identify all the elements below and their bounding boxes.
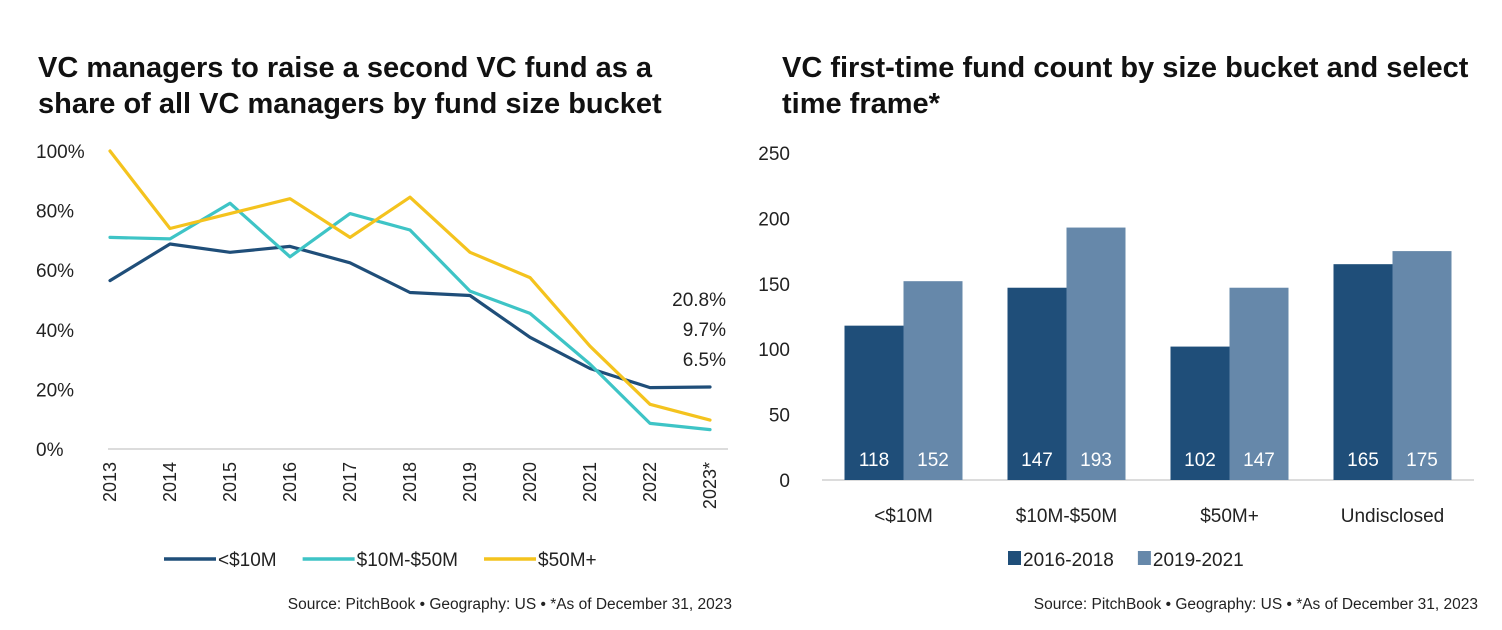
x-category-label: $50M+: [1200, 506, 1259, 527]
bar-10m-50m-2016-2018: [1007, 287, 1067, 480]
y-tick-label: 50: [769, 406, 790, 427]
y-tick-label: 60%: [36, 261, 74, 282]
y-tick-label: 0%: [36, 440, 64, 461]
bar-chart-panel: VC first-time fund count by size bucket …: [750, 0, 1502, 630]
x-tick-label: 2022: [640, 462, 660, 502]
bar-value-label: 165: [1347, 450, 1379, 471]
x-tick-label: 2023*: [700, 462, 720, 509]
bar-chart: 0 50 100 150 200 250 118 152 <$10M 147 193 $10M-$50…: [758, 144, 1474, 571]
legend-label: 2016-2018: [1023, 550, 1114, 571]
y-tick-label: 80%: [36, 202, 74, 223]
series-line-10m-50m: [108, 201, 712, 432]
value-annotation: 6.5%: [683, 350, 726, 371]
bar-10m-2019-2021: [903, 281, 963, 480]
x-tick-label: 2018: [400, 462, 420, 502]
x-category-label: <$10M: [874, 506, 933, 527]
bar-undisclosed-2016-2018: [1333, 264, 1393, 480]
bar-50m-2019-2021: [1229, 287, 1289, 480]
series-line-10m: [108, 242, 712, 390]
bar-chart-source: Source: PitchBook • Geography: US • *As …: [1033, 596, 1478, 613]
bar-value-label: 175: [1406, 450, 1438, 471]
y-tick-label: 150: [758, 275, 790, 296]
bar-value-label: 193: [1080, 450, 1112, 471]
bar-chart-title: VC first-time fund count by size bucket …: [782, 52, 1469, 120]
bar-10m-2016-2018: [844, 325, 904, 480]
legend-swatch-2019-2021: [1137, 551, 1151, 565]
bar-10m-50m-2019-2021: [1066, 227, 1126, 480]
bar-value-label: 152: [917, 450, 949, 471]
legend-label: 2019-2021: [1153, 550, 1244, 571]
bar-value-label: 147: [1021, 450, 1053, 471]
x-tick-label: 2013: [100, 462, 120, 502]
value-annotation: 20.8%: [672, 290, 726, 311]
bar-value-label: 147: [1243, 450, 1275, 471]
legend-swatch-2016-2018: [1008, 551, 1021, 565]
x-tick-label: 2020: [520, 462, 540, 502]
y-tick-label: 250: [758, 144, 790, 165]
x-tick-label: 2016: [280, 462, 300, 502]
line-chart-panel: VC managers to raise a second VC fund as…: [0, 0, 750, 630]
bar-value-label: 102: [1184, 450, 1216, 471]
legend-label: $50M+: [538, 550, 597, 571]
bar-50m-2016-2018: [1170, 346, 1230, 480]
y-tick-label: 0: [779, 471, 790, 492]
bar-value-label: 118: [859, 450, 889, 471]
line-chart-source: Source: PitchBook • Geography: US • *As …: [287, 596, 732, 613]
series-line-50m: [108, 149, 712, 422]
y-tick-label: 40%: [36, 321, 74, 342]
x-tick-label: 2015: [220, 462, 240, 502]
line-chart-title: VC managers to raise a second VC fund as…: [38, 52, 662, 120]
x-tick-label: 2017: [340, 462, 360, 502]
value-annotation: 9.7%: [683, 320, 726, 341]
x-tick-label: 2019: [460, 462, 480, 502]
y-tick-label: 100%: [36, 142, 85, 163]
y-tick-label: 200: [758, 209, 790, 230]
y-tick-label: 20%: [36, 380, 74, 401]
legend-label: $10M-$50M: [357, 550, 458, 571]
x-tick-label: 2014: [160, 462, 180, 502]
bar-undisclosed-2019-2021: [1392, 251, 1452, 480]
x-category-label: Undisclosed: [1341, 506, 1445, 527]
x-category-label: $10M-$50M: [1016, 506, 1117, 527]
y-tick-label: 100: [758, 340, 790, 361]
x-tick-label: 2021: [580, 462, 600, 502]
line-chart: 0% 20% 40% 60% 80% 100% 2013 2014 2015 2016 2017 20…: [36, 142, 728, 571]
legend-label: <$10M: [218, 550, 277, 571]
